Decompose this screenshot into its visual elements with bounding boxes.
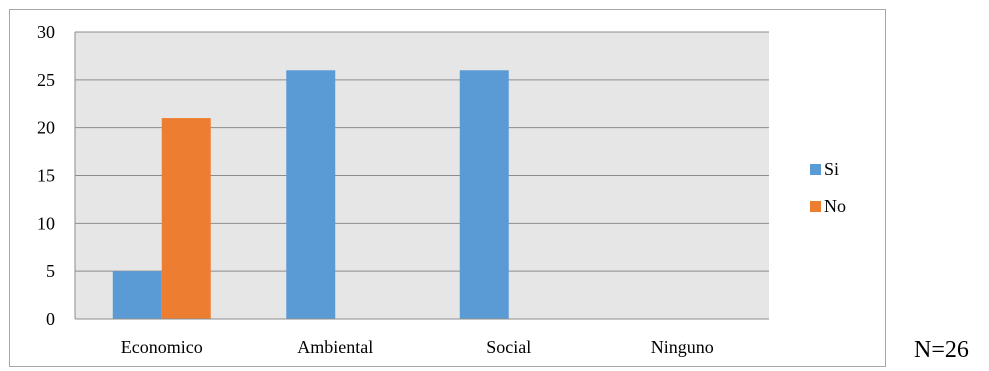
x-tick-label: Ambiental xyxy=(297,337,373,357)
legend-label-si: Si xyxy=(824,159,839,179)
x-tick-label: Ninguno xyxy=(651,337,714,357)
y-tick-label: 30 xyxy=(37,22,55,42)
y-tick-label: 20 xyxy=(37,118,55,138)
legend-swatch-si xyxy=(810,164,821,175)
bar-si-economico xyxy=(112,271,162,319)
x-tick-label: Social xyxy=(486,337,531,357)
x-tick-label: Economico xyxy=(121,337,203,357)
y-tick-label: 15 xyxy=(37,166,55,186)
y-tick-label: 25 xyxy=(37,70,55,90)
y-tick-label: 5 xyxy=(46,261,55,281)
bar-si-social xyxy=(459,70,509,320)
y-tick-label: 10 xyxy=(37,213,55,233)
legend: Si No xyxy=(810,159,846,216)
y-tick-label: 0 xyxy=(46,309,55,329)
sample-size-note: N=26 xyxy=(914,337,969,363)
bar-si-ambiental xyxy=(286,70,336,320)
bar-no-economico xyxy=(161,118,211,319)
legend-label-no: No xyxy=(824,196,846,216)
legend-swatch-no xyxy=(810,201,821,212)
